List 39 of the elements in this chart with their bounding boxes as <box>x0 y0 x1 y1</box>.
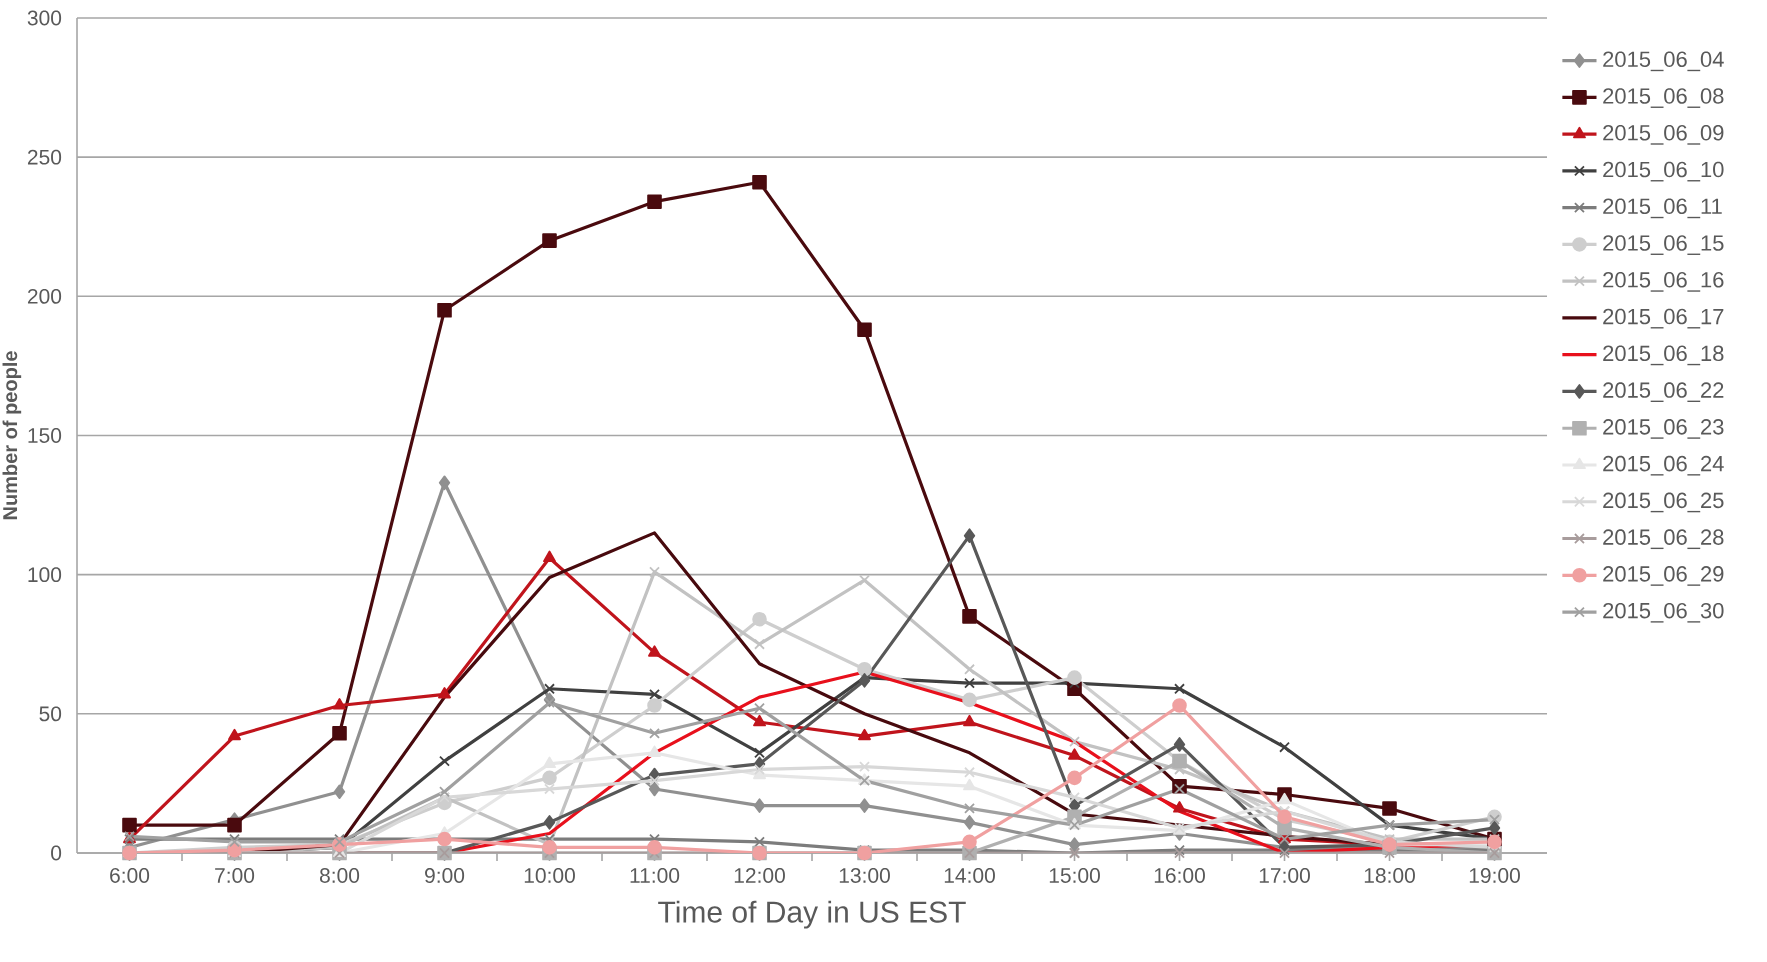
x-tick-label: 17:00 <box>1259 868 1310 883</box>
y-tick-label: 100 <box>28 567 62 583</box>
legend-label: 2015_06_04 <box>1603 51 1724 72</box>
legend-label: 2015_06_15 <box>1603 235 1724 255</box>
x-tick-label: 14:00 <box>944 868 995 883</box>
y-tick-label: 250 <box>27 149 62 165</box>
legend-label: 2015_06_28 <box>1603 529 1724 550</box>
legend-label: 2015_06_17 <box>1603 308 1724 329</box>
x-tick-label: 18:00 <box>1364 868 1415 883</box>
x-tick-label: 13:00 <box>839 868 890 883</box>
x-tick-label: 10:00 <box>524 868 575 883</box>
x-tick-label: 8:00 <box>319 868 360 883</box>
x-axis-title: Time of Day in US EST <box>658 900 966 929</box>
legend-label: 2015_06_22 <box>1603 382 1724 403</box>
legend-label: 2015_06_11 <box>1603 198 1722 219</box>
legend-label: 2015_06_25 <box>1603 492 1724 513</box>
y-tick-label: 300 <box>27 10 62 26</box>
y-tick-label: 50 <box>39 706 62 722</box>
x-tick-label: 11:00 <box>630 868 680 883</box>
x-tick-label: 9:00 <box>425 868 465 883</box>
x-tick-label: 16:00 <box>1154 868 1205 883</box>
legend-label: 2015_06_18 <box>1603 345 1724 366</box>
legend-label: 2015_06_08 <box>1603 88 1724 108</box>
legend-label: 2015_06_23 <box>1603 419 1724 439</box>
legend-label: 2015_06_10 <box>1603 161 1724 182</box>
x-tick-label: 15:00 <box>1049 868 1100 883</box>
x-tick-label: 7:00 <box>215 868 255 883</box>
legend-label: 2015_06_16 <box>1603 272 1724 292</box>
legend-label: 2015_06_09 <box>1603 124 1724 145</box>
x-tick-label: 19:00 <box>1469 868 1520 883</box>
y-tick-label: 150 <box>28 428 62 443</box>
x-tick-label: 6:00 <box>110 868 150 883</box>
y-axis-title: Number of people <box>2 351 22 520</box>
y-tick-label: 0 <box>51 845 62 861</box>
legend-label: 2015_06_30 <box>1603 602 1724 623</box>
legend-label: 2015_06_24 <box>1603 455 1724 476</box>
y-tick-label: 200 <box>27 288 62 304</box>
legend-label: 2015_06_29 <box>1603 566 1724 586</box>
x-tick-label: 12:00 <box>734 868 785 883</box>
